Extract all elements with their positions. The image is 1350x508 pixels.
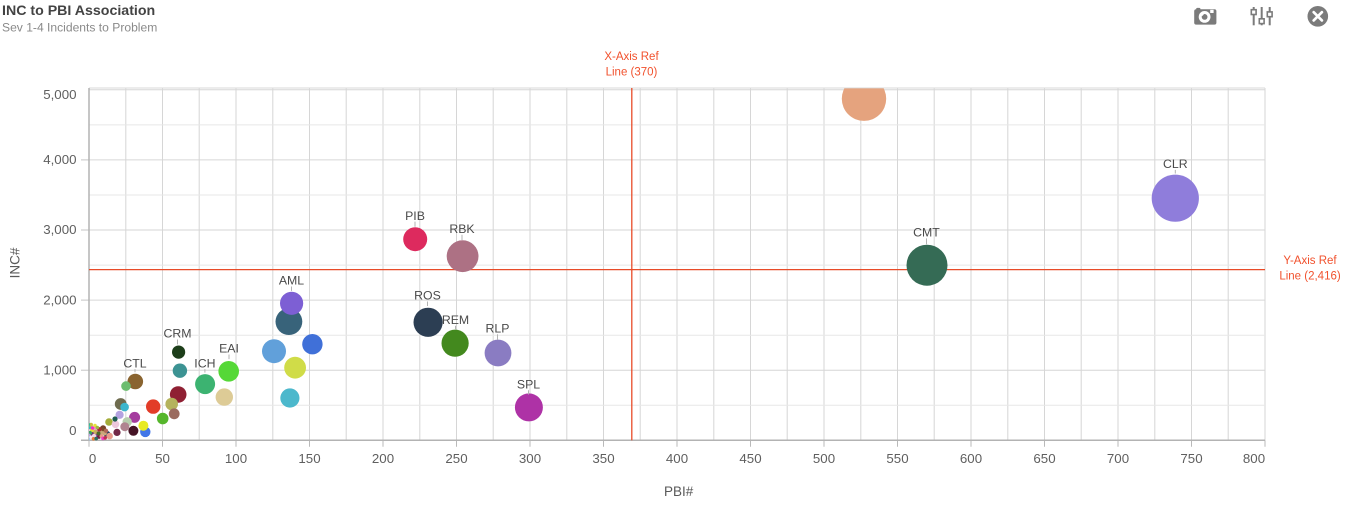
svg-text:CTL: CTL <box>123 356 146 370</box>
svg-text:600: 600 <box>960 451 982 466</box>
svg-text:PIB: PIB <box>405 209 425 223</box>
svg-text:Line (370): Line (370) <box>606 66 658 78</box>
svg-text:CRM: CRM <box>163 327 191 341</box>
svg-text:INC to PBI Association: INC to PBI Association <box>2 3 155 19</box>
svg-text:300: 300 <box>519 451 541 466</box>
svg-text:CMT: CMT <box>913 226 940 240</box>
svg-text:CLR: CLR <box>1163 157 1188 171</box>
svg-text:400: 400 <box>666 451 688 466</box>
svg-text:500: 500 <box>813 451 835 466</box>
svg-text:5,000: 5,000 <box>43 87 76 102</box>
svg-text:PBI#: PBI# <box>664 484 694 499</box>
svg-text:SPL: SPL <box>517 377 540 391</box>
svg-text:Y-Axis Ref: Y-Axis Ref <box>1283 255 1337 267</box>
svg-text:0: 0 <box>69 423 76 438</box>
svg-text:700: 700 <box>1107 451 1129 466</box>
svg-text:150: 150 <box>298 451 320 466</box>
svg-text:Sev 1-4 Incidents to Problem: Sev 1-4 Incidents to Problem <box>2 20 157 34</box>
svg-text:AML: AML <box>279 274 304 288</box>
svg-text:REM: REM <box>442 313 469 327</box>
svg-text:200: 200 <box>372 451 394 466</box>
svg-text:RBK: RBK <box>449 222 475 236</box>
svg-text:1,000: 1,000 <box>43 362 76 377</box>
svg-text:350: 350 <box>592 451 614 466</box>
svg-text:4,000: 4,000 <box>43 152 76 167</box>
svg-text:250: 250 <box>445 451 467 466</box>
svg-text:EAI: EAI <box>219 342 239 356</box>
svg-text:INC#: INC# <box>8 247 23 278</box>
svg-text:ROS: ROS <box>414 289 441 303</box>
svg-text:750: 750 <box>1180 451 1202 466</box>
svg-text:100: 100 <box>225 451 247 466</box>
svg-text:ICH: ICH <box>194 356 215 370</box>
svg-text:RLP: RLP <box>486 321 510 335</box>
svg-text:Line (2,416): Line (2,416) <box>1279 271 1341 283</box>
svg-text:X-Axis Ref: X-Axis Ref <box>604 51 659 63</box>
svg-text:800: 800 <box>1243 451 1265 466</box>
svg-text:650: 650 <box>1033 451 1055 466</box>
svg-text:2,000: 2,000 <box>43 292 76 307</box>
svg-text:450: 450 <box>739 451 761 466</box>
svg-text:50: 50 <box>155 451 170 466</box>
svg-text:0: 0 <box>89 451 96 466</box>
svg-text:3,000: 3,000 <box>43 222 76 237</box>
svg-text:550: 550 <box>886 451 908 466</box>
